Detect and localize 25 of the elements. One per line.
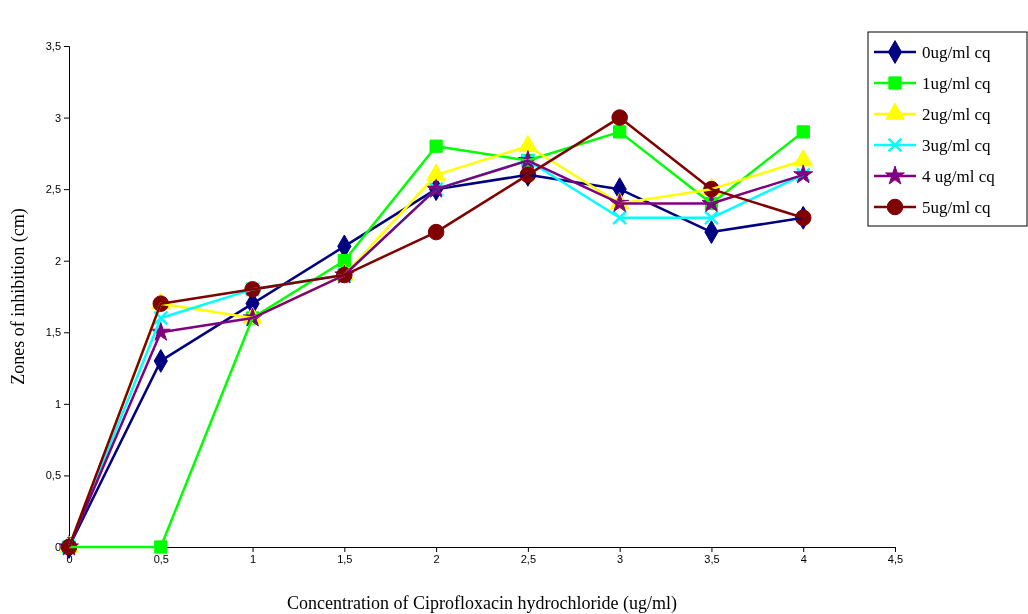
y-tick-label: 1 (54, 397, 61, 410)
y-tick-label: 0,5 (45, 469, 61, 482)
legend-label: 3ug/ml cq (922, 136, 991, 155)
x-tick-label: 4 (800, 552, 807, 565)
x-tick-label: 2,5 (520, 552, 537, 565)
legend-label: 5ug/ml cq (922, 198, 991, 217)
x-tick-label: 3,5 (704, 552, 720, 565)
y-tick-label: 1,5 (45, 326, 61, 339)
x-tick-label: 1 (249, 552, 257, 565)
x-tick-label: 1,5 (337, 552, 353, 565)
x-tick-label: 0,5 (153, 552, 169, 565)
y-axis-title: Zones of inhibition (cm) (8, 208, 29, 385)
x-axis-title: Concentration of Ciprofloxacin hydrochloride (ug/ml) (287, 593, 677, 614)
y-tick-label: 3 (54, 111, 61, 124)
legend-label: 0ug/ml cq (922, 43, 991, 62)
x-tick-label: 4,5 (887, 552, 904, 565)
legend-label: 2ug/ml cq (922, 105, 991, 124)
legend-label: 1ug/ml cq (922, 74, 991, 93)
legend-label: 4 ug/ml cq (922, 167, 996, 186)
y-tick-label: 3,5 (45, 40, 61, 53)
y-tick-label: 2 (54, 254, 61, 267)
x-tick-label: 2 (433, 552, 440, 565)
x-tick-label: 3 (617, 552, 624, 565)
y-tick-label: 2,5 (45, 183, 61, 196)
y-tick-label: 0 (54, 541, 61, 554)
